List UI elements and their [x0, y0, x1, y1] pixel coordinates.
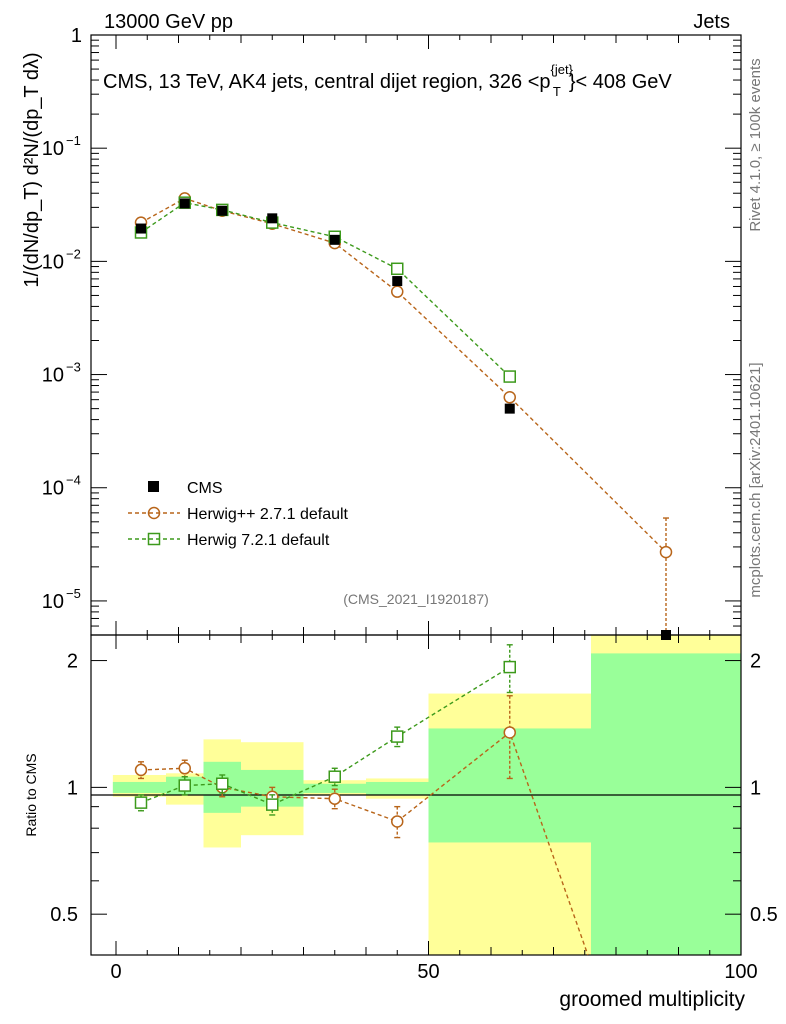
ratio-data-point	[391, 730, 404, 743]
ratio-y-tick-label-left: 0.5	[50, 904, 78, 926]
main-series-line	[140, 201, 511, 378]
cms-data-point	[267, 213, 278, 224]
ratio-data-point	[328, 792, 341, 805]
ratio-series-line	[140, 731, 589, 956]
title-superscript: {jet}	[551, 62, 574, 77]
ratio-data-point	[266, 798, 279, 811]
ratio-data-point	[216, 777, 229, 791]
x-tick-label: 0	[110, 961, 121, 983]
cms-data-point	[329, 234, 340, 245]
main-data-point	[503, 391, 516, 404]
cms-data-point	[504, 403, 515, 414]
cms-data-point	[136, 223, 146, 234]
ratio-data-point	[391, 815, 404, 828]
main-y-tick-exponent: −4	[66, 473, 81, 488]
main-y-tick-label: 10	[42, 478, 64, 500]
cms-data-point	[217, 205, 228, 216]
ratio-data-point	[134, 763, 148, 777]
ratio-y-tick-label-right: 2	[750, 651, 761, 673]
main-data-point	[659, 545, 673, 559]
cms-data-point	[392, 276, 403, 287]
legend-herwigpp-label: Herwig++ 2.7.1 default	[187, 506, 349, 523]
main-y-tick-exponent: −2	[66, 246, 81, 261]
legend-herwigpp-marker	[147, 506, 161, 520]
main-plot-series	[134, 192, 673, 640]
main-y-tick-label: 10	[42, 365, 64, 387]
header-energy-label: 13000 GeV pp	[104, 11, 233, 33]
legend-cms-marker	[148, 481, 159, 492]
cms-data-point	[661, 630, 671, 640]
analysis-watermark: (CMS_2021_I1920187)	[343, 591, 489, 607]
ratio-data-point	[503, 726, 516, 739]
legend-cms-label: CMS	[187, 480, 223, 497]
main-data-point	[391, 285, 404, 298]
header-process-label: Jets	[693, 11, 730, 33]
ratio-band-inner	[112, 781, 166, 793]
ratio-band-inner	[366, 781, 429, 795]
ratio-y-tick-label-right: 1	[750, 777, 761, 799]
main-series-line	[140, 197, 667, 553]
ratio-data-point	[134, 796, 148, 809]
x-tick-label: 100	[724, 961, 757, 983]
cms-data-point	[179, 198, 190, 209]
main-y-tick-label: 1	[71, 25, 82, 47]
ratio-y-tick-label-left: 1	[67, 777, 78, 799]
title-subscript: T	[553, 84, 561, 99]
mcplots-source-label: mcplots.cern.ch [arXiv:2401.10621]	[747, 362, 764, 597]
main-y-tick-label: 10	[42, 138, 64, 160]
main-y-tick-exponent: −5	[66, 586, 81, 601]
main-data-point	[391, 262, 404, 276]
ratio-band-inner	[591, 653, 741, 955]
main-y-tick-label: 10	[42, 251, 64, 273]
ratio-data-point	[328, 770, 341, 783]
ratio-data-point	[178, 762, 191, 775]
ratio-y-axis-label: Ratio to CMS	[23, 753, 39, 836]
main-y-tick-exponent: −3	[66, 360, 81, 375]
ratio-band-inner	[303, 783, 366, 793]
title-main-text: CMS, 13 TeV, AK4 jets, central dijet reg…	[103, 71, 551, 93]
main-y-tick-label: 10	[42, 591, 64, 613]
ratio-y-tick-label-right: 0.5	[750, 904, 778, 926]
ratio-band-inner	[428, 728, 591, 843]
ratio-y-tick-label-left: 2	[67, 651, 78, 673]
legend-herwig7-label: Herwig 7.2.1 default	[187, 532, 330, 549]
x-axis-label: groomed multiplicity	[559, 988, 745, 1011]
rivet-version-label: Rivet 4.1.0, ≥ 100k events	[747, 58, 764, 231]
main-y-axis-label: 1/(dN/dp_T) d²N/(dp_T dλ)	[21, 52, 43, 287]
title-tail-text: }< 408 GeV	[569, 71, 673, 93]
svg-text:CMS, 13 TeV, AK4 jets, central: CMS, 13 TeV, AK4 jets, central dijet reg…	[103, 62, 672, 99]
legend-herwig7-marker	[147, 532, 161, 546]
ratio-data-point	[178, 779, 191, 792]
main-y-tick-exponent: −1	[66, 133, 81, 148]
axis-ticks	[91, 34, 742, 955]
x-tick-label: 50	[417, 961, 439, 983]
main-data-point	[503, 370, 516, 383]
ratio-data-point	[503, 660, 516, 674]
ratio-plot-series	[134, 644, 589, 956]
main-y-axis-label-text: 1/(dN/dp_T) d²N/(dp_T dλ)	[21, 52, 43, 287]
plot-title: CMS, 13 TeV, AK4 jets, central dijet reg…	[103, 62, 672, 99]
legend: CMS Herwig++ 2.7.1 default Herwig 7.2.1 …	[128, 480, 349, 549]
